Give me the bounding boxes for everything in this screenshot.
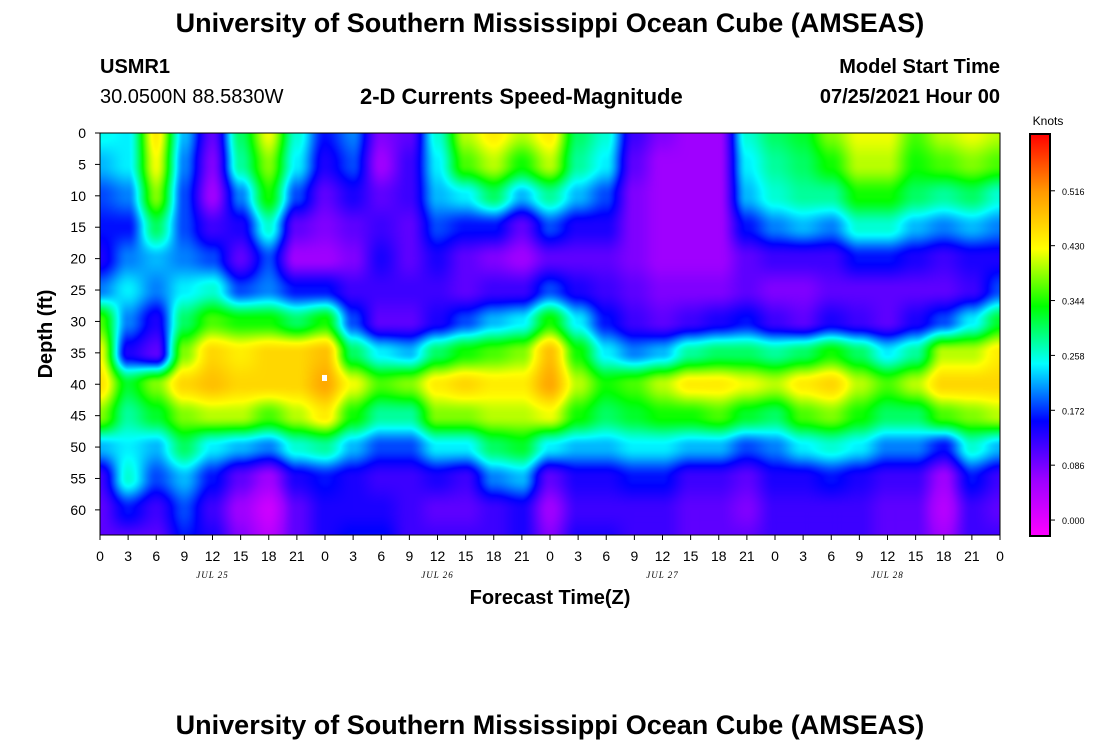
x-tick-label: 0 <box>96 548 104 564</box>
colorbar-tick-label: 0.172 <box>1062 406 1085 416</box>
y-tick-label: 55 <box>70 470 86 486</box>
x-tick-label: 3 <box>349 548 357 564</box>
y-axis: 0 5 10 15 20 25 30 35 40 45 50 55 60 <box>70 125 100 518</box>
x-tick-label: 9 <box>855 548 863 564</box>
heatmap-image <box>100 133 1000 535</box>
model-start-value: 07/25/2021 Hour 00 <box>819 86 1000 108</box>
x-tick-label: 18 <box>261 548 277 564</box>
x-tick-label: 6 <box>602 548 610 564</box>
x-tick-label: 6 <box>152 548 160 564</box>
station-coords: 30.0500N 88.5830W <box>100 86 284 108</box>
x-tick-label: 0 <box>771 548 779 564</box>
x-tick-label: 12 <box>205 548 221 564</box>
y-tick-label: 45 <box>70 408 86 424</box>
y-tick-label: 50 <box>70 439 86 455</box>
x-tick-label: 18 <box>486 548 502 564</box>
colorbar-tick-label: 0.000 <box>1062 516 1085 526</box>
x-axis: 0 3 6 9 12 15 18 21 0 3 6 9 12 15 18 21 0 3 6 9 12 15 18 21 0 3 6 9… <box>96 535 1004 564</box>
y-tick-label: 0 <box>78 125 86 141</box>
top-title: University of Southern Mississippi Ocean… <box>175 8 925 38</box>
x-tick-label: 3 <box>574 548 582 564</box>
position-marker <box>322 374 327 381</box>
x-axis-label: Forecast Time(Z) <box>470 587 631 609</box>
x-tick-label: 21 <box>964 548 980 564</box>
day-label: JUL 28 <box>871 570 904 580</box>
x-tick-label: 0 <box>321 548 329 564</box>
x-tick-label: 15 <box>683 548 699 564</box>
station-id: USMR1 <box>100 56 171 78</box>
y-axis-label: Depth (ft) <box>35 290 57 379</box>
y-tick-label: 60 <box>70 502 86 518</box>
x-tick-label: 6 <box>377 548 385 564</box>
x-tick-label: 21 <box>289 548 305 564</box>
colorbar-ticks: 0.000 0.086 0.172 0.258 0.344 0.430 0.516 <box>1050 187 1085 526</box>
y-tick-label: 15 <box>70 219 86 235</box>
y-tick-label: 35 <box>70 345 86 361</box>
x-tick-label: 15 <box>233 548 249 564</box>
x-tick-label: 15 <box>458 548 474 564</box>
x-tick-label: 18 <box>711 548 727 564</box>
x-tick-label: 12 <box>880 548 896 564</box>
y-tick-label: 40 <box>70 376 86 392</box>
day-label: JUL 27 <box>646 570 679 580</box>
colorbar-tick-label: 0.344 <box>1062 297 1085 307</box>
day-label: JUL 26 <box>421 570 454 580</box>
colorbar-tick-label: 0.430 <box>1062 242 1085 252</box>
x-tick-label: 0 <box>546 548 554 564</box>
x-tick-label: 21 <box>514 548 530 564</box>
y-tick-label: 20 <box>70 251 86 267</box>
x-tick-label: 18 <box>936 548 952 564</box>
x-tick-label: 9 <box>405 548 413 564</box>
model-start-label: Model Start Time <box>839 56 1000 78</box>
x-tick-label: 9 <box>630 548 638 564</box>
colorbar-tick-label: 0.086 <box>1062 461 1085 471</box>
y-tick-label: 10 <box>70 188 86 204</box>
colorbar-tick-label: 0.516 <box>1062 187 1085 197</box>
colorbar <box>1029 133 1051 537</box>
x-tick-label: 0 <box>996 548 1004 564</box>
plot-title: 2-D Currents Speed-Magnitude <box>360 84 683 109</box>
x-tick-label: 6 <box>827 548 835 564</box>
x-tick-label: 3 <box>799 548 807 564</box>
x-tick-label: 12 <box>430 548 446 564</box>
colorbar-tick-label: 0.258 <box>1062 351 1085 361</box>
x-tick-label: 9 <box>180 548 188 564</box>
x-tick-label: 3 <box>124 548 132 564</box>
y-tick-label: 25 <box>70 282 86 298</box>
y-tick-label: 5 <box>78 156 86 172</box>
x-tick-label: 15 <box>908 548 924 564</box>
day-labels: JUL 25 JUL 26 JUL 27 JUL 28 <box>196 570 904 580</box>
bottom-title: University of Southern Mississippi Ocean… <box>175 710 925 740</box>
x-tick-label: 12 <box>655 548 671 564</box>
x-tick-label: 21 <box>739 548 755 564</box>
colorbar-label: Knots <box>1033 114 1064 128</box>
y-tick-label: 30 <box>70 313 86 329</box>
day-label: JUL 25 <box>196 570 229 580</box>
